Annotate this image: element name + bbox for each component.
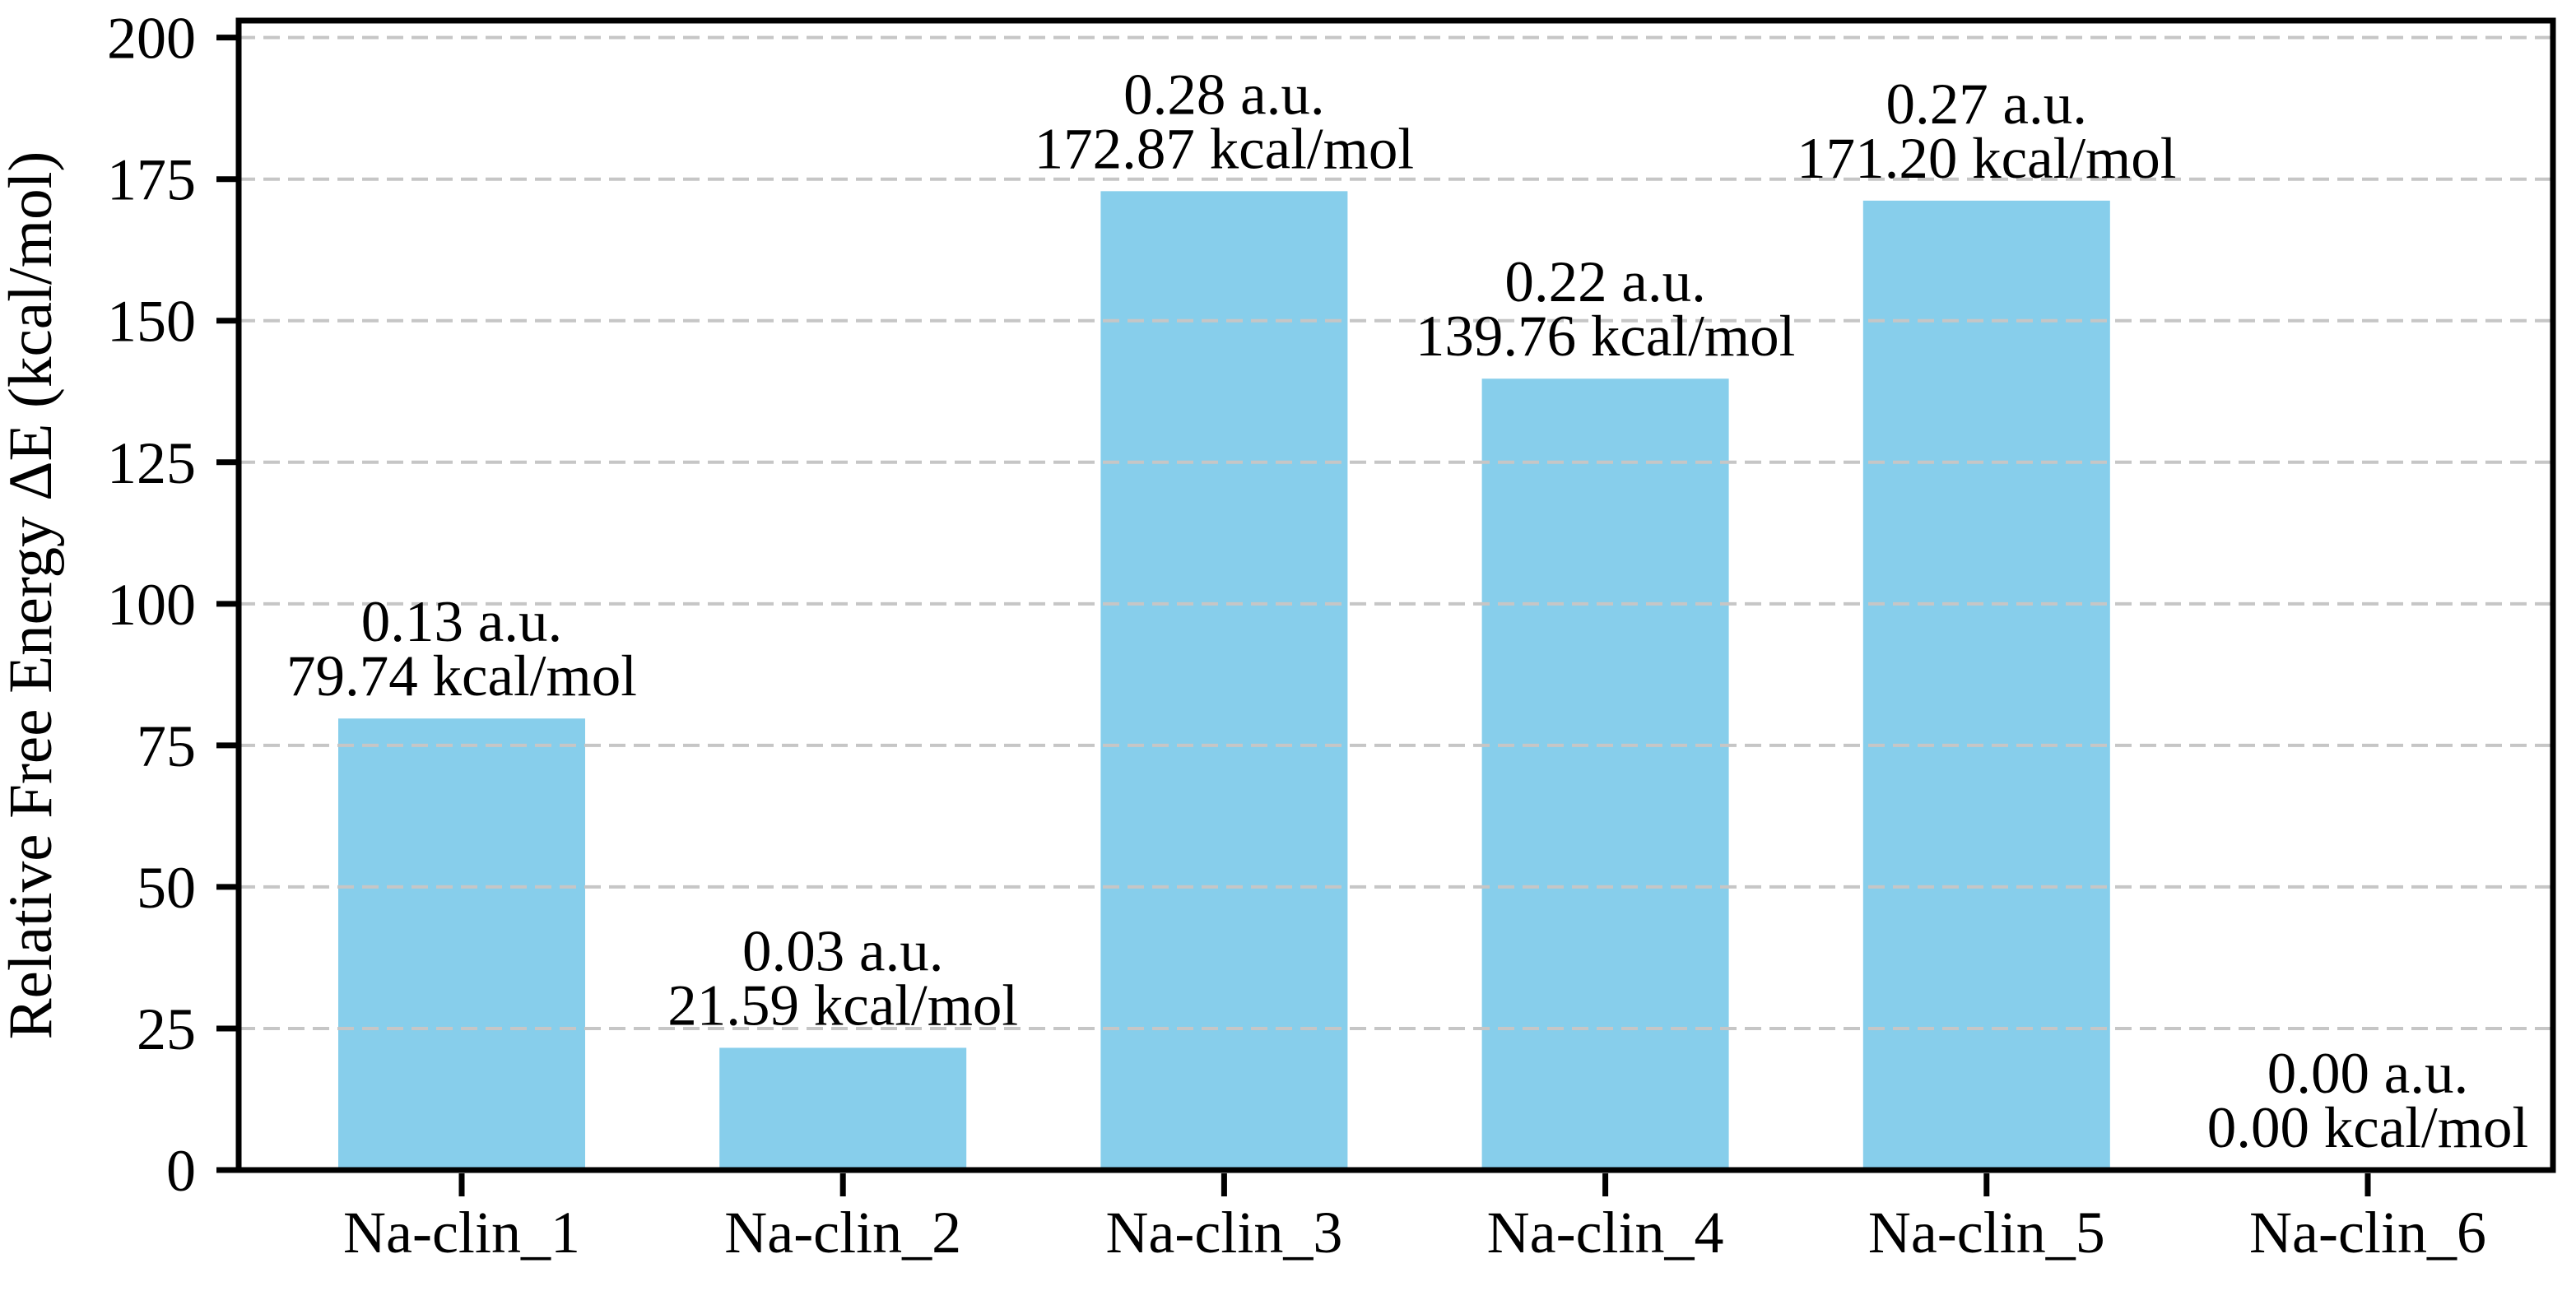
y-tick-label-75: 75 — [137, 713, 196, 779]
bar-Na-clin_3 — [1100, 191, 1348, 1170]
bar-annotation-kcal-Na-clin_1: 79.74 kcal/mol — [286, 644, 637, 708]
y-tick-label-175: 175 — [107, 147, 196, 213]
x-tick-label-Na-clin_1: Na-clin_1 — [343, 1200, 580, 1265]
y-axis: 0 25 50 75 100 125 150 175 200 — [107, 6, 239, 1204]
y-tick-label-150: 150 — [107, 289, 196, 355]
y-tick-label-50: 50 — [137, 855, 196, 921]
bar-annotation-au-Na-clin_5: 0.27 a.u. — [1886, 72, 2088, 137]
bar-annotation-au-Na-clin_1: 0.13 a.u. — [361, 590, 563, 654]
bar-annotations: 0.13 a.u.79.74 kcal/mol 0.03 a.u.21.59 kc… — [286, 63, 2528, 1160]
bar-annotation-au-Na-clin_2: 0.03 a.u. — [742, 919, 944, 983]
x-tick-label-Na-clin_3: Na-clin_3 — [1105, 1200, 1342, 1265]
bar-annotation-kcal-Na-clin_2: 21.59 kcal/mol — [667, 973, 1018, 1038]
bar-annotation-kcal-Na-clin_3: 172.87 kcal/mol — [1035, 117, 1414, 181]
y-tick-label-100: 100 — [107, 572, 196, 638]
bar-annotation-au-Na-clin_6: 0.00 a.u. — [2267, 1042, 2469, 1106]
bars — [338, 191, 2110, 1171]
bar-Na-clin_5 — [1862, 200, 2110, 1171]
bar-annotation-kcal-Na-clin_6: 0.00 kcal/mol — [2207, 1096, 2528, 1160]
bar-Na-clin_2 — [719, 1047, 967, 1170]
bar-Na-clin_1 — [338, 718, 585, 1170]
x-tick-label-Na-clin_5: Na-clin_5 — [1868, 1200, 2105, 1265]
plot-border — [235, 17, 2556, 1173]
bar-annotation-au-Na-clin_3: 0.28 a.u. — [1123, 63, 1325, 127]
x-tick-label-Na-clin_2: Na-clin_2 — [724, 1200, 961, 1265]
x-axis: Na-clin_1 Na-clin_2 Na-clin_3 Na-clin_4 Na-c… — [343, 1173, 2486, 1265]
x-tick-label-Na-clin_4: Na-clin_4 — [1487, 1200, 1724, 1265]
gridlines — [239, 35, 2553, 1030]
bar-Na-clin_4 — [1481, 378, 1729, 1170]
y-tick-label-0: 0 — [166, 1138, 196, 1204]
y-tick-label-125: 125 — [107, 430, 196, 496]
bar-annotation-au-Na-clin_4: 0.22 a.u. — [1504, 250, 1706, 314]
x-tick-label-Na-clin_6: Na-clin_6 — [2249, 1200, 2486, 1265]
y-axis-label: Relative Free Energy ΔE (kcal/mol) — [0, 151, 65, 1040]
bar-annotation-kcal-Na-clin_5: 171.20 kcal/mol — [1797, 127, 2176, 191]
bar-annotation-kcal-Na-clin_4: 139.76 kcal/mol — [1416, 304, 1795, 369]
y-tick-label-25: 25 — [137, 996, 196, 1062]
y-tick-label-200: 200 — [107, 6, 196, 72]
